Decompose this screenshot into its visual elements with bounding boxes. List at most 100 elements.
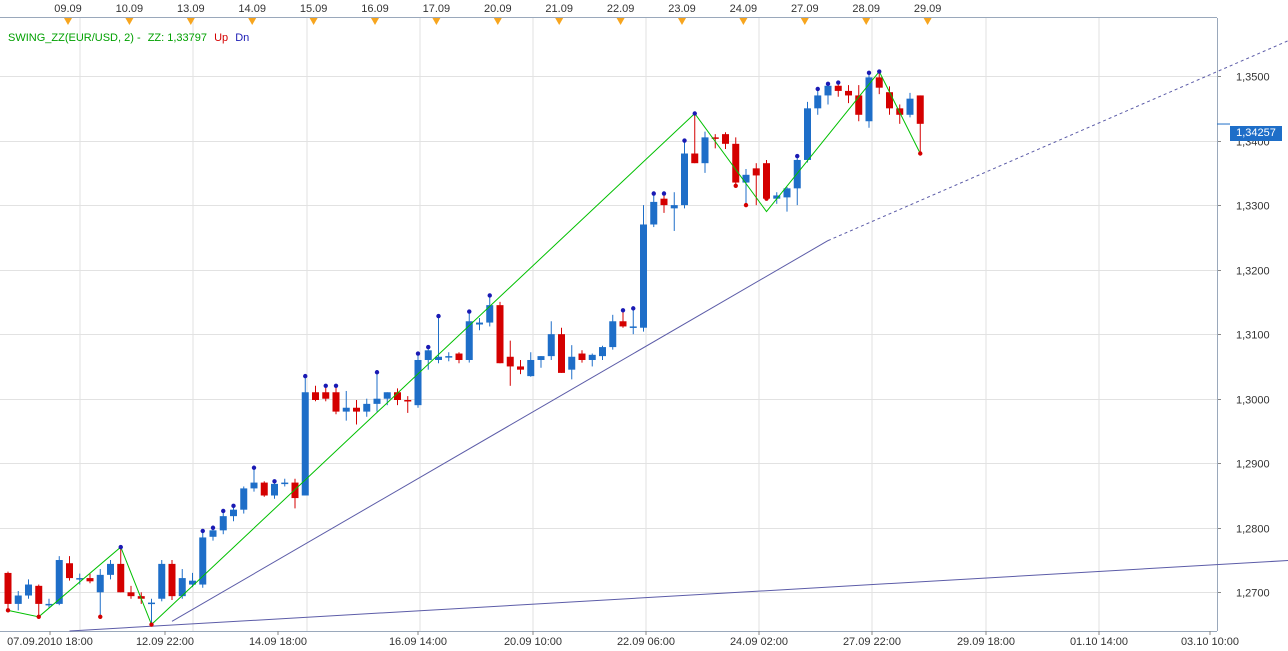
bottom-axis-label: 12.09 22:00: [136, 636, 194, 648]
y-tick-label: 1,3000: [1236, 395, 1270, 407]
candle-body: [640, 224, 647, 328]
candle-body: [312, 392, 319, 400]
day-flag-icon: [616, 18, 625, 25]
bottom-axis-label: 07.09.2010 18:00: [7, 636, 93, 648]
bottom-axis-label: 27.09 22:00: [843, 636, 901, 648]
swing-high-marker: [487, 293, 492, 298]
swing-high-marker: [631, 306, 636, 311]
candle-body: [701, 137, 709, 164]
candle-body: [506, 356, 514, 367]
candle-body: [322, 392, 330, 399]
bottom-axis-label: 22.09 06:00: [617, 636, 675, 648]
candle-body: [332, 392, 340, 412]
candle-body: [517, 366, 524, 370]
candle-body: [814, 95, 822, 109]
candle-body: [527, 359, 535, 377]
bottom-axis-label: 16.09 14:00: [389, 636, 447, 648]
indicator-label: SWING_ZZ(EUR/USD, 2) - ZZ: 1,33797 Up Dn: [8, 32, 253, 44]
candle-body: [804, 108, 811, 160]
candle-body: [752, 168, 760, 176]
swing-low-marker: [98, 614, 103, 620]
candle-body: [189, 580, 196, 585]
candle-body: [240, 488, 248, 510]
candle-body: [722, 134, 729, 144]
bottom-axis-label: 20.09 10:00: [504, 636, 562, 648]
bottom-axis-label: 01.10 14:00: [1070, 636, 1128, 648]
bottom-axis-label: 29.09 18:00: [957, 636, 1015, 648]
candle-body: [342, 407, 350, 412]
candle-body: [4, 572, 12, 604]
indicator-dn-label: Dn: [235, 32, 250, 44]
y-tick-label: 1,2800: [1236, 524, 1270, 536]
candle-body: [168, 563, 176, 597]
candle-body: [394, 392, 401, 400]
top-axis-label: 21.09: [545, 3, 573, 15]
y-tick-label: 1,3100: [1236, 330, 1270, 342]
candle-body: [96, 574, 104, 593]
candle-body: [578, 353, 586, 360]
bottom-axis-label: 14.09 18:00: [249, 636, 307, 648]
day-flag-icon: [371, 18, 379, 25]
zigzag-line: [7, 70, 921, 626]
swing-low-marker: [36, 614, 41, 620]
swing-high-marker: [374, 370, 380, 375]
day-flag-icon: [186, 18, 195, 25]
top-axis-label: 10.09: [116, 3, 144, 15]
candle-body: [845, 90, 852, 96]
swing-high-marker: [210, 525, 216, 530]
candle-body: [14, 595, 22, 604]
candle-body: [834, 85, 842, 91]
swing-high-marker: [221, 508, 226, 514]
swing-high-marker: [272, 479, 277, 484]
candle-body: [681, 153, 688, 206]
bottom-axis-label: 24.09 02:00: [730, 636, 788, 648]
candle-body: [281, 482, 289, 485]
day-flag-icon: [555, 18, 564, 25]
indicator-name: SWING_ZZ(EUR/USD, 2) -: [8, 32, 141, 44]
candle-body: [178, 578, 186, 597]
candle-body: [209, 530, 217, 537]
candle-body: [670, 205, 678, 209]
candle-body: [742, 174, 750, 183]
candle-body: [906, 98, 914, 115]
candle-body: [271, 483, 278, 496]
bottom-axis-label: 03.10 10:00: [1181, 636, 1239, 648]
top-axis-label: 17.09: [423, 3, 451, 15]
candle-body: [486, 305, 494, 323]
y-tick-label: 1,3200: [1236, 266, 1270, 278]
candle-body: [588, 354, 596, 360]
day-flag-icon: [678, 18, 686, 25]
candle-body: [353, 407, 360, 412]
swing-high-marker: [467, 309, 472, 314]
candle-body: [383, 392, 391, 399]
candle-body: [455, 353, 463, 360]
candle-body: [35, 585, 43, 604]
candle-body: [127, 592, 135, 597]
swing-low-marker: [733, 183, 738, 188]
y-tick-label: 1,3300: [1236, 201, 1270, 213]
candle-body: [55, 560, 63, 604]
candle-body: [660, 198, 668, 206]
swing-high-marker: [836, 80, 841, 85]
candle-body: [783, 188, 791, 198]
candle-body: [158, 563, 166, 599]
candle-body: [537, 356, 545, 360]
day-flag-icon: [800, 18, 809, 25]
top-axis-label: 23.09: [668, 3, 696, 15]
y-tick-label: 1,3500: [1236, 72, 1270, 84]
swing-high-marker: [651, 191, 656, 196]
candle-body: [250, 482, 258, 489]
indicator-up-label: Up: [214, 32, 229, 44]
candle-body: [824, 85, 832, 96]
top-axis-label: 16.09: [361, 3, 389, 15]
candle-body: [414, 359, 422, 406]
candle-body: [629, 326, 637, 328]
candle-body: [609, 321, 617, 348]
candle-body: [363, 403, 371, 412]
top-axis-label: 09.09: [54, 3, 82, 15]
top-axis-label: 28.09: [852, 3, 880, 15]
candle-body: [117, 563, 125, 593]
y-tick-label: 1,2700: [1236, 588, 1270, 600]
candle-body: [230, 509, 237, 517]
candle-body: [219, 516, 227, 531]
